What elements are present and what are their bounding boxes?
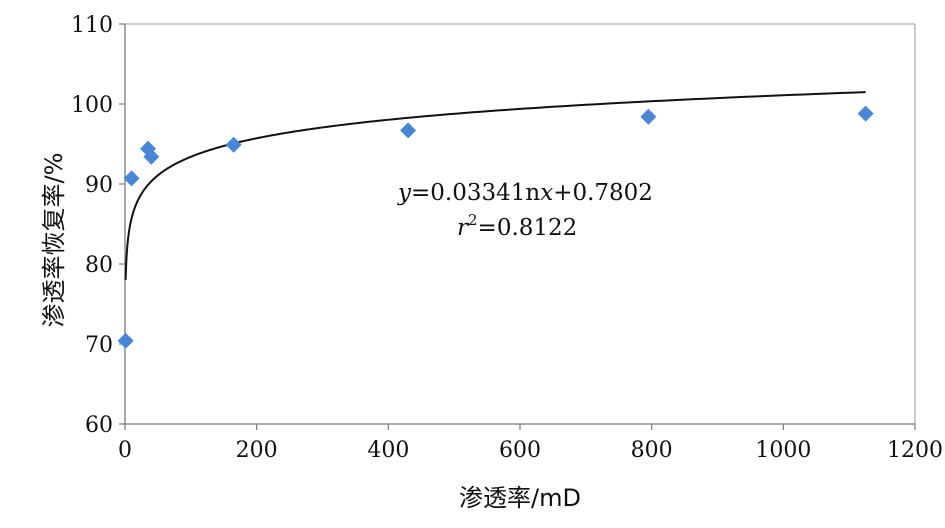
equation-y-var: y: [397, 180, 412, 206]
r-squared-label: r2=0.8122: [457, 211, 577, 241]
y-tick-label: 90: [85, 173, 113, 198]
data-points: [117, 105, 874, 349]
data-point: [857, 105, 874, 122]
r2-r-var: r: [457, 215, 470, 241]
y-tick-label: 80: [85, 253, 113, 278]
y-tick-label: 60: [85, 413, 113, 438]
x-axis-title: 渗透率/mD: [459, 484, 581, 512]
y-tick-label: 110: [71, 13, 113, 38]
data-point: [225, 136, 242, 153]
trendline-group: [124, 91, 866, 280]
equation-x-var: x: [540, 180, 553, 206]
equation-ln: 1n: [511, 180, 541, 206]
data-point: [117, 332, 134, 349]
x-tick-label: 1000: [755, 438, 811, 463]
data-point: [143, 148, 160, 165]
x-tick-label: 800: [631, 438, 673, 463]
equation-coef: =0.0334: [411, 180, 511, 206]
r2-value: =0.8122: [478, 215, 578, 241]
trendline: [124, 91, 866, 280]
y-tick-label: 70: [85, 333, 113, 358]
x-tick-label: 400: [367, 438, 409, 463]
data-point: [123, 170, 140, 187]
data-point: [400, 122, 417, 139]
x-tick-label: 1200: [887, 438, 943, 463]
x-tick-label: 0: [118, 438, 132, 463]
trendline-equation: y=0.03341nx+0.7802: [397, 180, 653, 206]
equation-intercept: +0.7802: [553, 180, 653, 206]
data-point: [640, 108, 657, 125]
y-tick-label: 100: [71, 93, 113, 118]
y-axis-title: 渗透率恢复率/%: [40, 153, 68, 328]
r2-superscript: 2: [468, 211, 478, 229]
x-tick-label: 200: [236, 438, 278, 463]
axis-ticks: 0 200 400 600 800 1000 1200 60 70 80 90 100 110: [71, 13, 943, 463]
x-tick-label: 600: [499, 438, 541, 463]
